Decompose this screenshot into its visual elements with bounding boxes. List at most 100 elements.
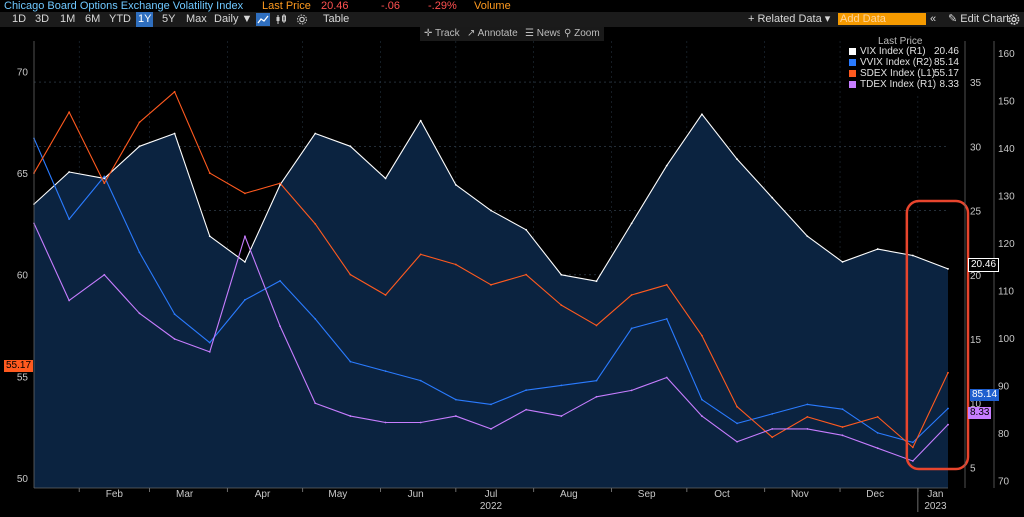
price-change: -.06	[381, 0, 400, 12]
left-tick-3: 65	[17, 169, 29, 180]
point-vvix-24	[876, 431, 879, 434]
point-sdex-7	[279, 182, 281, 185]
point-sdex-20	[736, 405, 738, 408]
point-vix-18	[665, 164, 668, 167]
point-vvix-16	[595, 379, 598, 382]
legend-value-vix: 20.46	[933, 46, 959, 57]
range-1y-button[interactable]: 1Y	[136, 12, 154, 27]
x-year-2023: 2023	[924, 501, 947, 512]
point-vix-4	[173, 132, 176, 135]
point-vix-7	[279, 183, 281, 186]
point-sdex-19	[701, 334, 703, 337]
x-tick-sep: Sep	[638, 489, 656, 500]
table-button[interactable]: Table	[323, 13, 350, 25]
point-tdex-8	[314, 402, 317, 405]
point-vvix-25	[911, 441, 914, 444]
point-vix-12	[454, 183, 457, 186]
point-vvix-22	[806, 403, 809, 406]
legend-swatch-vix	[849, 48, 856, 55]
tdex-last-badge: 8.33	[968, 407, 992, 419]
point-tdex-21	[771, 428, 774, 430]
interval-dropdown[interactable]: Daily ▼	[214, 13, 253, 25]
zoom-button[interactable]: ⚲ Zoom	[560, 27, 604, 41]
r2-tick-8: 150	[998, 96, 1015, 107]
range-ytd-button[interactable]: YTD	[109, 13, 131, 25]
point-vvix-21	[771, 412, 774, 415]
r1-tick-1: 10	[970, 399, 982, 410]
collapse-icon[interactable]: «	[930, 13, 937, 25]
point-sdex-9	[349, 273, 352, 276]
r2-tick-3: 100	[998, 334, 1015, 345]
point-tdex-11	[419, 421, 422, 424]
news-button[interactable]: ☰ News	[521, 27, 566, 41]
point-tdex-23	[841, 434, 844, 437]
point-vvix-10	[384, 370, 387, 373]
point-vix-8	[314, 132, 317, 135]
range-1m-button[interactable]: 1M	[60, 13, 76, 25]
point-sdex-13	[490, 283, 492, 286]
point-sdex-1	[68, 111, 71, 114]
legend-value-tdex: 8.33	[939, 79, 959, 90]
x-tick-jul: Jul	[485, 489, 498, 500]
last-price-label: Last Price	[262, 0, 311, 12]
r2-tick-5: 120	[998, 239, 1015, 250]
range-6m-button[interactable]: 6M	[85, 13, 101, 25]
x-tick-oct: Oct	[714, 489, 730, 500]
point-vix-21	[771, 196, 774, 199]
axes: 50 55 60 65 70 5 10 15 20 25 30 35 70 80 90 100 110 120 13…	[17, 41, 1015, 512]
x-tick-mar: Mar	[176, 489, 194, 500]
point-vvix-11	[419, 379, 422, 382]
edit-chart-button[interactable]: ✎ Edit Chart	[948, 13, 1010, 25]
legend-swatch-sdex	[849, 70, 856, 77]
point-vix-25	[911, 254, 914, 257]
x-tick-may: May	[328, 489, 347, 500]
point-vvix-3	[138, 251, 141, 254]
related-data-button[interactable]: + Related Data ▾	[748, 13, 831, 25]
candlestick-icon[interactable]	[274, 13, 288, 26]
r1-tick-5: 30	[970, 142, 982, 153]
left-tick-2: 60	[17, 271, 29, 282]
vix-last-badge: 20.46	[968, 258, 1000, 272]
r2-tick-7: 140	[998, 144, 1015, 155]
annotate-button[interactable]: ↗ Annotate	[463, 27, 522, 41]
legend-label-tdex: TDEX Index (R1)	[860, 79, 937, 90]
sdex-last-badge: 55.17	[4, 360, 34, 372]
point-vvix-13	[490, 403, 492, 406]
line-chart-icon[interactable]	[256, 13, 270, 26]
r1-tick-0: 5	[970, 463, 976, 474]
range-max-button[interactable]: Max	[186, 13, 207, 25]
point-vix-16	[595, 280, 598, 283]
add-data-input[interactable]: Add Data	[838, 13, 926, 25]
point-vvix-17	[630, 327, 633, 330]
r1-tick-4: 25	[970, 207, 982, 218]
point-sdex-23	[841, 426, 844, 428]
legend-swatch-tdex	[849, 81, 856, 88]
point-vvix-6	[244, 298, 246, 301]
point-sdex-18	[665, 283, 668, 286]
point-vix-5	[208, 235, 211, 238]
point-sdex-12	[454, 263, 457, 266]
point-vix-2	[103, 177, 106, 180]
point-sdex-15	[560, 304, 563, 307]
highlight-rect	[905, 199, 970, 471]
range-1d-button[interactable]: 1D	[12, 13, 27, 25]
point-vix-9	[349, 145, 352, 148]
track-button[interactable]: ✛ Track	[420, 27, 464, 41]
point-vix-22	[806, 235, 809, 238]
point-sdex-6	[244, 192, 246, 195]
x-tick-jun: Jun	[408, 489, 424, 500]
volume-label[interactable]: Volume	[474, 0, 511, 12]
point-tdex-12	[454, 415, 457, 417]
left-tick-0: 50	[17, 474, 29, 485]
point-vix-11	[419, 119, 422, 122]
gear-icon[interactable]	[1007, 13, 1021, 26]
chart-settings-icon[interactable]	[295, 13, 309, 26]
last-price-value: 20.46	[321, 0, 349, 12]
range-3d-button[interactable]: 3D	[35, 13, 50, 25]
point-vix-15	[560, 273, 563, 276]
range-5y-button[interactable]: 5Y	[162, 13, 176, 25]
security-title: Chicago Board Options Exchange Volatilit…	[4, 0, 244, 12]
x-tick-nov: Nov	[791, 489, 809, 500]
highlight-box	[905, 199, 970, 471]
